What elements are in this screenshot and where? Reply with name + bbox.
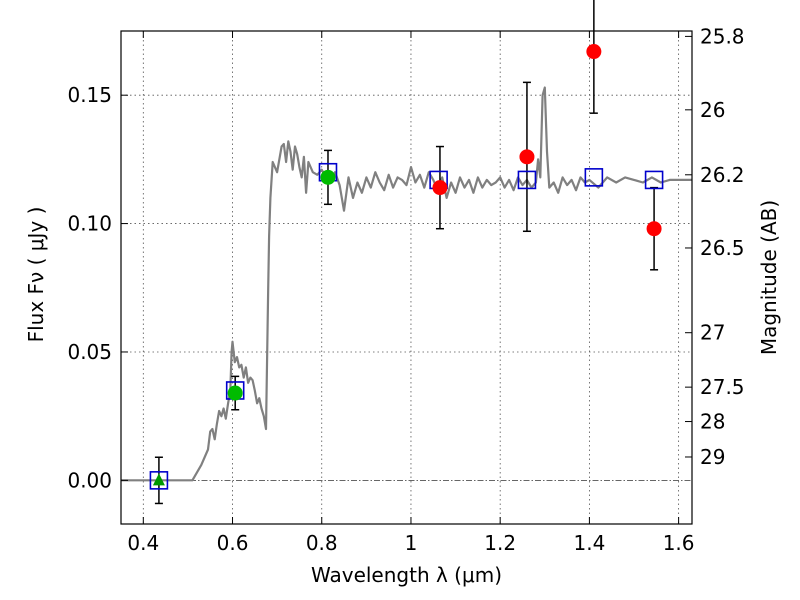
photometry-point [519,149,535,165]
y-tick-label: 0.05 [67,340,112,364]
y2-tick-label: 27.5 [700,375,745,399]
x-tick-label: 1.4 [573,531,605,555]
y-tick-label: 0.00 [67,468,112,492]
y2-tick-label: 26.2 [700,163,745,187]
axis-ticks: 0.4 0.6 0.8 1 1.2 1.4 1.6 0.00 0.05 0.10 0.15 25.8 2… [67,24,744,555]
y2-tick-label: 26 [700,98,725,122]
photometry-point [646,221,662,237]
model-photometry-square [584,168,604,187]
x-tick-label: 1.2 [484,531,516,555]
y-tick-label: 0.10 [67,212,112,236]
photometry-point [432,180,448,196]
model-spectrum-line [121,86,692,482]
model-photometry-square [644,170,664,190]
plot-area [121,0,692,505]
x-tick-label: 0.4 [127,531,159,555]
y2-tick-label: 27 [700,321,725,345]
x-tick-label: 0.6 [217,531,249,555]
upper-limit-triangle [152,473,165,486]
y-axis-label: Flux Fν ( μJy ) [24,207,48,343]
photometry-point [586,44,602,60]
y2-tick-label: 28 [700,410,725,434]
model-photometry-square [149,471,169,490]
y2-tick-label: 25.8 [700,24,745,48]
grid-lines [121,31,692,524]
x-axis-label: Wavelength λ (μm) [311,563,502,587]
plot-frame [120,30,693,525]
y2-tick-label: 26.5 [700,236,745,260]
x-tick-label: 1 [405,531,418,555]
model-photometry-square [517,170,537,190]
y2-axis-label: Magnitude (AB) [757,200,781,355]
y2-tick-label: 29 [700,445,725,469]
photometry-point [227,385,243,401]
y-tick-label: 0.15 [67,83,112,107]
photometry-point [320,169,336,185]
x-tick-label: 0.8 [306,531,338,555]
x-tick-label: 1.6 [663,531,695,555]
